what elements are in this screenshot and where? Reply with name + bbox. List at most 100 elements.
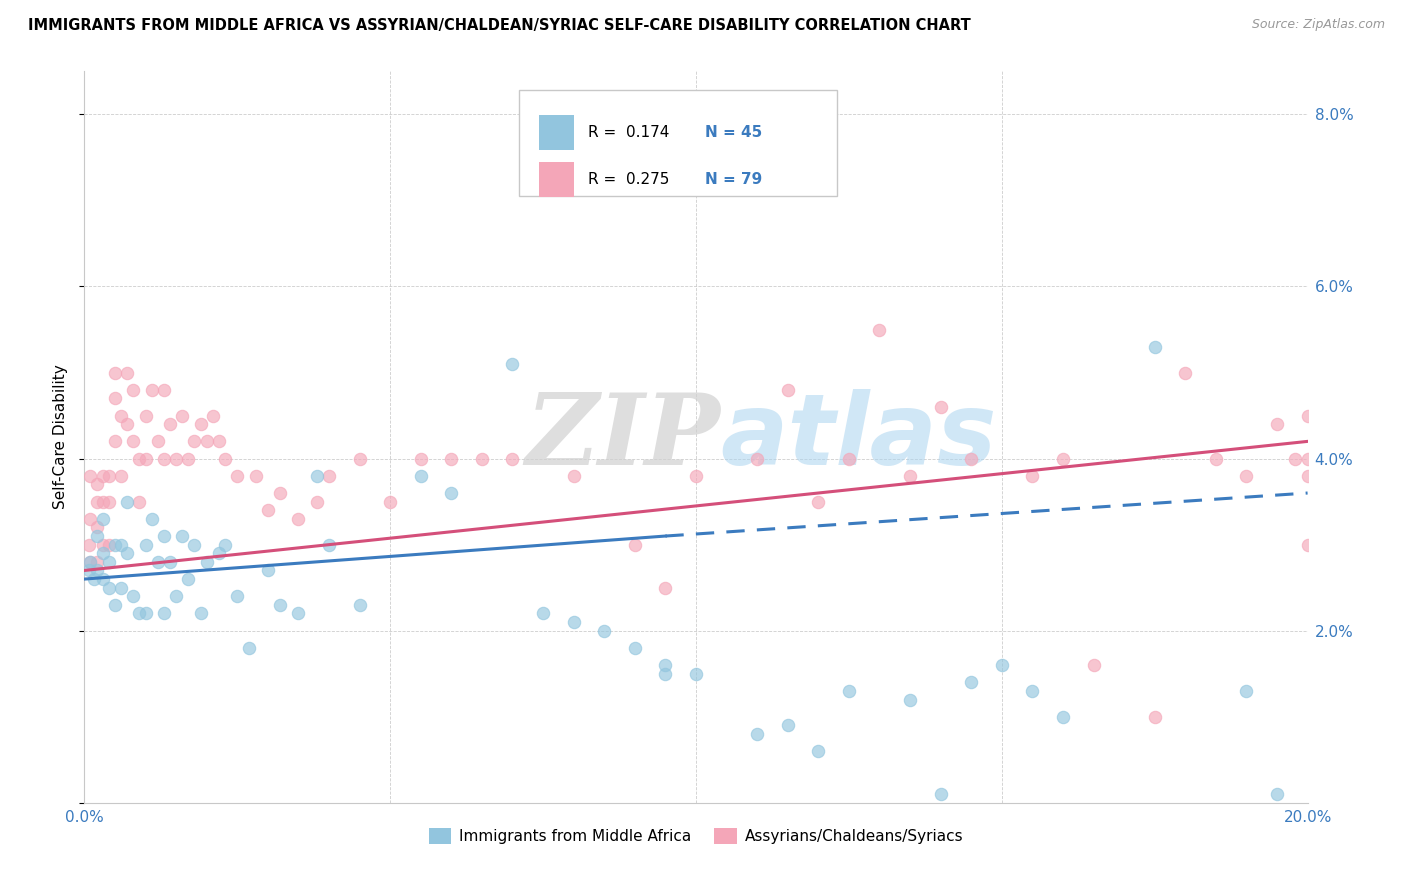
Point [245, 468, 267, 483]
Point [269, 598, 291, 612]
Point [91, 468, 114, 483]
Point [159, 555, 181, 569]
Point [146, 434, 169, 449]
Point [97, 468, 120, 483]
Point [97, 581, 120, 595]
FancyBboxPatch shape [519, 90, 837, 195]
Text: R =  0.275: R = 0.275 [588, 172, 669, 186]
FancyBboxPatch shape [540, 115, 574, 151]
Point [1265, 417, 1288, 432]
Point [440, 451, 463, 466]
Point [960, 675, 983, 690]
Point [1236, 468, 1258, 483]
Point [128, 494, 150, 508]
Point [91, 572, 114, 586]
Point [135, 409, 157, 423]
Point [991, 658, 1014, 673]
Text: N = 79: N = 79 [704, 172, 762, 186]
Point [208, 434, 231, 449]
Point [1205, 451, 1227, 466]
Point [1296, 538, 1319, 552]
Point [208, 546, 231, 560]
Point [153, 383, 176, 397]
Point [91, 546, 114, 560]
Point [624, 640, 647, 655]
Point [305, 494, 328, 508]
Point [654, 658, 676, 673]
Point [97, 494, 120, 508]
Point [349, 598, 371, 612]
Point [110, 538, 132, 552]
Point [531, 607, 554, 621]
Point [238, 640, 260, 655]
Point [380, 494, 402, 508]
Text: N = 45: N = 45 [704, 125, 762, 140]
Point [1265, 787, 1288, 801]
Point [86, 477, 108, 491]
Point [79, 555, 101, 569]
Point [624, 538, 647, 552]
Point [77, 538, 100, 552]
Point [1174, 366, 1197, 380]
Point [349, 451, 371, 466]
Point [128, 451, 150, 466]
Point [1296, 409, 1319, 423]
Point [685, 468, 707, 483]
Point [183, 434, 205, 449]
Point [104, 392, 127, 406]
Point [318, 538, 340, 552]
Point [172, 529, 194, 543]
Point [929, 787, 952, 801]
Point [135, 607, 157, 621]
Point [747, 451, 769, 466]
Point [1021, 468, 1043, 483]
Point [122, 434, 145, 449]
Point [97, 538, 120, 552]
Point [214, 538, 236, 552]
Point [141, 383, 163, 397]
Point [226, 468, 249, 483]
Point [122, 589, 145, 603]
Point [110, 468, 132, 483]
Text: R =  0.174: R = 0.174 [588, 125, 669, 140]
Point [747, 727, 769, 741]
Point [929, 400, 952, 414]
Point [562, 468, 585, 483]
Point [153, 607, 176, 621]
Point [471, 451, 494, 466]
Point [593, 624, 616, 638]
Point [77, 564, 100, 578]
Point [287, 607, 309, 621]
Point [195, 555, 218, 569]
Point [190, 417, 212, 432]
Point [409, 468, 432, 483]
Point [115, 546, 138, 560]
Point [214, 451, 236, 466]
Point [776, 383, 799, 397]
Point [159, 417, 181, 432]
Point [104, 538, 127, 552]
Point [153, 529, 176, 543]
Point [146, 555, 169, 569]
Point [115, 494, 138, 508]
Point [177, 572, 200, 586]
Y-axis label: Self-Care Disability: Self-Care Disability [53, 365, 69, 509]
Point [960, 451, 983, 466]
Point [654, 581, 676, 595]
Point [115, 366, 138, 380]
Point [79, 468, 101, 483]
Point [177, 451, 200, 466]
Point [153, 451, 176, 466]
Point [165, 589, 187, 603]
Point [1052, 451, 1074, 466]
Point [838, 684, 860, 698]
Point [1021, 684, 1043, 698]
Point [776, 718, 799, 732]
FancyBboxPatch shape [540, 161, 574, 197]
Point [201, 409, 224, 423]
Point [79, 512, 101, 526]
Point [1236, 684, 1258, 698]
Point [135, 451, 157, 466]
Point [115, 417, 138, 432]
Point [1296, 451, 1319, 466]
